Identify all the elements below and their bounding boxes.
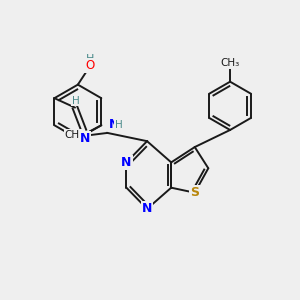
Text: N: N — [109, 118, 119, 131]
Text: CH₃: CH₃ — [64, 130, 84, 140]
Text: CH₃: CH₃ — [220, 58, 240, 68]
Text: H: H — [115, 120, 122, 130]
Text: N: N — [121, 156, 132, 169]
Text: O: O — [85, 59, 94, 72]
Text: H: H — [85, 54, 94, 64]
Text: S: S — [190, 186, 199, 199]
Text: N: N — [80, 132, 90, 145]
Text: N: N — [142, 202, 152, 215]
Text: H: H — [72, 95, 80, 106]
